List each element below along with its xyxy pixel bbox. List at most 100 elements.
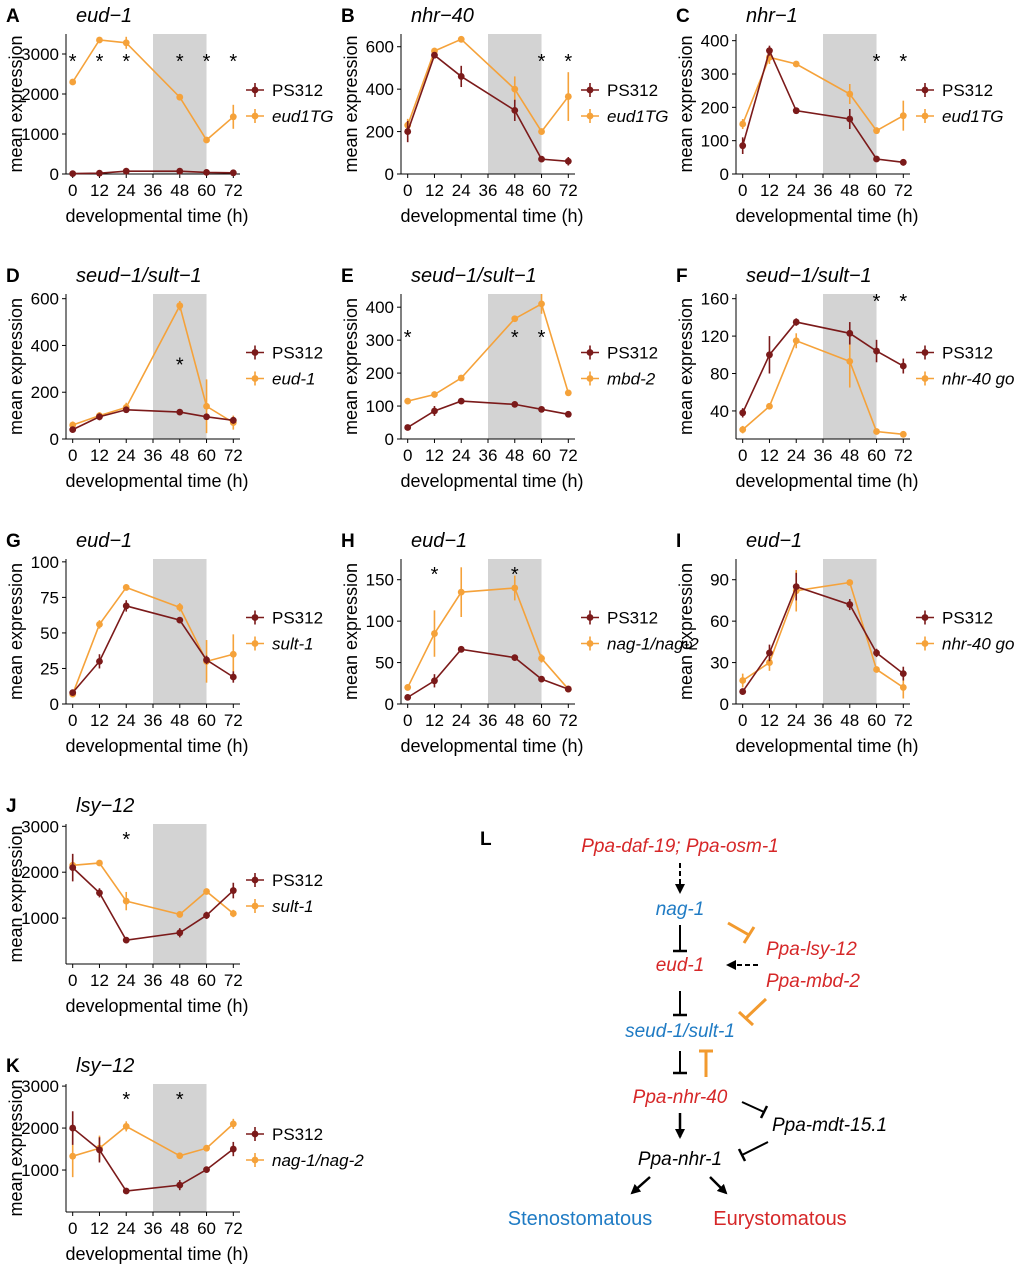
legend-point	[921, 614, 929, 621]
y-axis-label: mean expression	[341, 298, 361, 435]
x-tick-label: 24	[452, 446, 471, 465]
legend-point	[921, 349, 929, 356]
significance-star: *	[899, 291, 907, 313]
data-point	[739, 409, 747, 417]
y-tick-label: 0	[720, 165, 729, 184]
legend-point	[251, 902, 259, 910]
data-point	[122, 39, 130, 47]
node-mdt15: Ppa-mdt-15.1	[772, 1115, 887, 1136]
data-point	[176, 1152, 184, 1160]
x-tick-label: 12	[760, 446, 779, 465]
series-line-mutant	[71, 586, 234, 695]
x-tick-label: 72	[894, 181, 913, 200]
y-axis-label: mean expression	[6, 35, 26, 172]
x-tick-label: 24	[787, 711, 806, 730]
data-point	[538, 655, 545, 662]
x-axis-label: developmental time (h)	[735, 206, 918, 226]
x-tick-label: 0	[403, 446, 412, 465]
series-line-mutant	[72, 862, 234, 916]
legend-label: eud1TG	[942, 107, 1003, 126]
data-point	[404, 684, 412, 691]
series-line-ps312	[72, 604, 234, 694]
shaded-band	[153, 559, 207, 704]
x-tick-label: 36	[814, 446, 833, 465]
y-tick-label: 300	[366, 331, 394, 350]
series-line-mutant	[72, 1123, 234, 1157]
legend-label: sult-1	[272, 897, 314, 916]
legend-point	[251, 1130, 259, 1138]
legend-label: PS312	[607, 81, 658, 100]
data-point	[766, 659, 773, 666]
data-point	[538, 300, 545, 308]
x-tick-label: 24	[117, 971, 136, 990]
legend-point	[251, 86, 259, 94]
x-axis-label: developmental time (h)	[735, 736, 918, 756]
x-tick-label: 0	[738, 446, 747, 465]
data-point	[203, 1166, 210, 1174]
legend-point	[586, 349, 594, 356]
series-line-ps312	[741, 48, 904, 164]
data-point	[203, 888, 210, 895]
panel-letter: C	[676, 6, 690, 27]
significance-star: *	[96, 51, 104, 73]
y-tick-label: 100	[366, 612, 394, 631]
y-tick-label: 1000	[21, 1161, 59, 1180]
x-tick-label: 24	[117, 1219, 136, 1238]
data-point	[511, 106, 519, 114]
y-tick-label: 100	[701, 132, 729, 151]
series-line-ps312	[406, 53, 569, 163]
y-tick-label: 3000	[21, 45, 59, 64]
legend-point	[586, 112, 594, 120]
x-tick-label: 24	[452, 181, 471, 200]
data-point	[899, 430, 907, 438]
x-tick-label: 12	[90, 1219, 109, 1238]
edge-nag1-lsy12	[727, 921, 750, 937]
x-tick-label: 72	[224, 446, 243, 465]
x-tick-label: 60	[197, 181, 216, 200]
y-tick-label: 200	[31, 383, 59, 402]
y-tick-label: 600	[366, 38, 394, 57]
x-tick-label: 48	[170, 446, 189, 465]
legend-point	[251, 375, 259, 382]
legend-label: PS312	[272, 81, 323, 100]
data-point	[739, 677, 747, 684]
data-point	[229, 1120, 237, 1128]
panel-title: eud−1	[76, 530, 132, 552]
y-tick-label: 2000	[21, 1119, 59, 1138]
node-mbd2: Ppa-mbd-2	[766, 971, 860, 992]
data-point	[457, 374, 465, 382]
data-point	[229, 650, 237, 658]
data-point	[899, 684, 907, 691]
data-point	[229, 169, 237, 177]
x-tick-label: 0	[68, 446, 77, 465]
significance-star: *	[203, 51, 211, 73]
x-tick-label: 0	[403, 181, 412, 200]
significance-star: *	[899, 51, 907, 73]
x-tick-label: 12	[760, 181, 779, 200]
x-tick-label: 36	[479, 181, 498, 200]
legend-label: PS312	[607, 609, 658, 628]
panel-letter: D	[6, 266, 20, 287]
legend-point	[586, 640, 594, 647]
legend-point	[586, 86, 594, 94]
legend-label: PS312	[607, 344, 658, 363]
data-point	[792, 583, 800, 591]
data-point	[96, 620, 103, 628]
x-tick-label: 60	[197, 446, 216, 465]
x-axis-label: developmental time (h)	[400, 206, 583, 226]
data-point	[122, 936, 130, 944]
data-point	[873, 347, 880, 355]
series-line-ps312	[407, 400, 569, 429]
x-tick-label: 48	[170, 181, 189, 200]
y-axis-label: mean expression	[676, 35, 696, 172]
data-point	[96, 889, 103, 897]
series-line-ps312	[72, 1127, 234, 1192]
legend-point	[921, 112, 929, 120]
y-tick-label: 90	[710, 571, 729, 590]
y-tick-label: 40	[710, 402, 729, 421]
data-point	[511, 654, 519, 661]
